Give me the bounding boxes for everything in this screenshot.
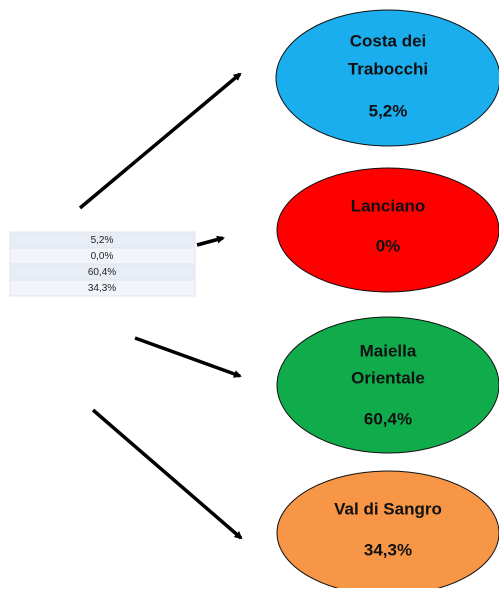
node-ellipse (275, 9, 499, 147)
arrow (78, 72, 242, 210)
node-value: 34,3% (364, 540, 412, 559)
node-label: Costa dei (350, 31, 427, 50)
arrows (78, 72, 243, 540)
table: 5,2% 0,0% 60,4% 34,3% (9, 231, 196, 297)
arrow (134, 336, 242, 378)
table-cell: 34,3% (88, 283, 116, 294)
node-value: 60,4% (364, 409, 412, 428)
node-ellipse (276, 167, 499, 293)
node-value: 0% (376, 236, 401, 255)
table-cell: 60,4% (88, 267, 116, 278)
node-ellipse (276, 470, 499, 593)
table-row (9, 279, 196, 297)
arrow (196, 235, 225, 247)
table-cell: 5,2% (91, 235, 114, 246)
node-label: Maiella (360, 341, 417, 360)
node-label: Orientale (351, 368, 425, 387)
arrow (91, 408, 243, 540)
node-ellipse (276, 316, 499, 454)
node-label: Lanciano (351, 196, 426, 215)
table-cell: 0,0% (91, 251, 114, 262)
node-value: 5,2% (369, 101, 408, 120)
node-label: Val di Sangro (334, 499, 442, 518)
node-label: Trabocchi (348, 59, 428, 78)
